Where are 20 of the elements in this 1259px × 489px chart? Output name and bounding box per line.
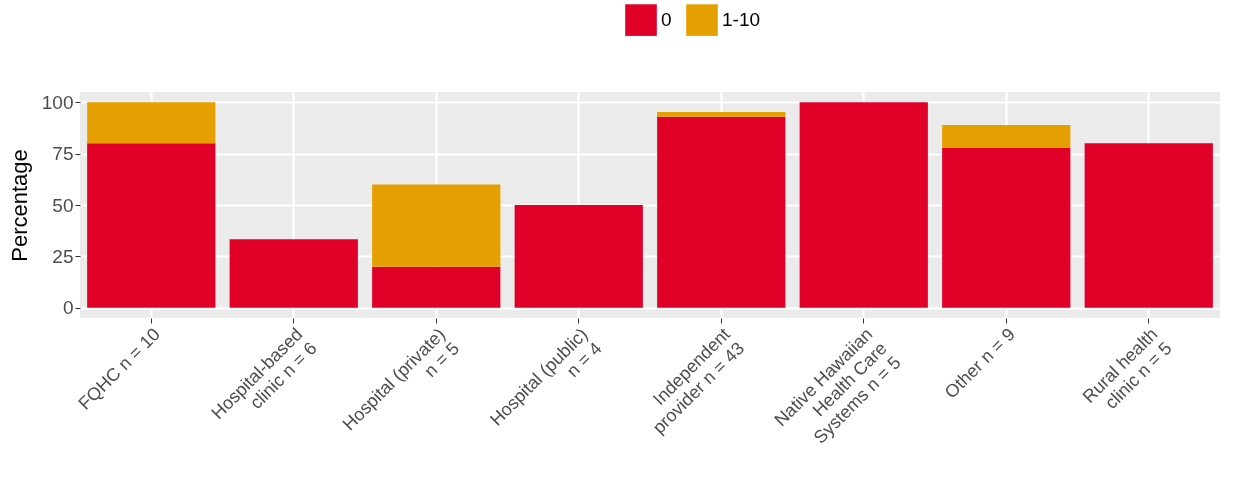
bar bbox=[799, 102, 928, 308]
y-tick-label: 25 bbox=[52, 245, 74, 267]
bar bbox=[514, 205, 643, 308]
bar bbox=[372, 184, 501, 267]
legend-label: 1-10 bbox=[722, 9, 761, 31]
bar bbox=[942, 147, 1071, 308]
bar bbox=[87, 102, 216, 144]
bar bbox=[657, 111, 786, 117]
bar bbox=[372, 266, 501, 308]
bar bbox=[942, 125, 1071, 148]
bar bbox=[87, 143, 216, 308]
bar bbox=[229, 239, 358, 308]
y-tick-label: 100 bbox=[41, 91, 74, 113]
y-tick-label: 0 bbox=[62, 297, 74, 319]
bar bbox=[1084, 143, 1213, 308]
y-axis-title: Percentage bbox=[6, 149, 32, 262]
y-tick-label: 50 bbox=[52, 194, 74, 216]
bar bbox=[657, 116, 786, 308]
legend-label: 0 bbox=[661, 9, 672, 31]
y-tick-label: 75 bbox=[52, 143, 74, 165]
